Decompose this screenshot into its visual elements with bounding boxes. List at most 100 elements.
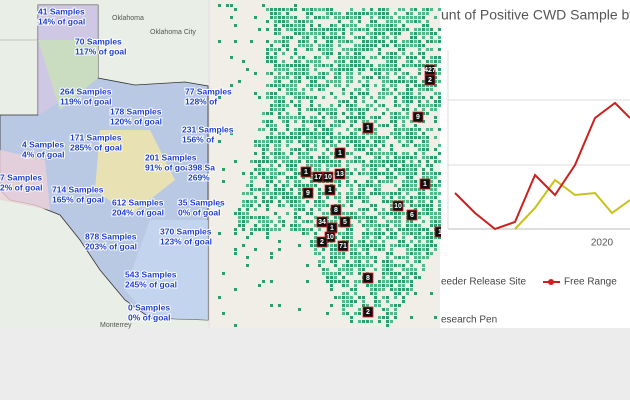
sample-dot	[282, 120, 285, 123]
sample-dot	[418, 144, 421, 147]
sample-dot	[358, 20, 361, 23]
sample-dot	[418, 160, 421, 163]
sample-dot	[286, 104, 289, 107]
sample-dot	[286, 88, 289, 91]
sample-dot	[354, 144, 357, 147]
sample-dot	[406, 72, 409, 75]
sample-dot	[354, 300, 357, 303]
sample-dot	[370, 32, 373, 35]
sample-dot	[382, 140, 385, 143]
sample-dot	[290, 92, 293, 95]
sample-dot	[362, 132, 365, 135]
sample-dot	[250, 204, 253, 207]
sample-label: 120% of goal	[110, 116, 162, 126]
sample-dot	[410, 252, 413, 255]
sample-dot	[334, 276, 337, 279]
sample-dot	[278, 16, 281, 19]
sample-label: 370 Samples	[160, 226, 212, 236]
sample-dot	[298, 140, 301, 143]
sample-dot	[334, 188, 337, 191]
sample-dot	[318, 76, 321, 79]
sample-dot	[418, 44, 421, 47]
sample-dot	[410, 180, 413, 183]
sample-dot	[398, 160, 401, 163]
sample-dot	[314, 80, 317, 83]
sample-dot	[278, 172, 281, 175]
sample-dot	[350, 196, 353, 199]
sample-dot	[434, 64, 437, 67]
sample-dot	[342, 88, 345, 91]
sample-dot	[386, 152, 389, 155]
sample-dot	[394, 244, 397, 247]
sample-dot	[438, 28, 441, 31]
sample-dot	[390, 252, 393, 255]
sample-dot	[410, 60, 413, 63]
sample-dot	[230, 4, 233, 7]
sample-dot	[438, 172, 441, 175]
sample-dot	[278, 104, 281, 107]
sample-dot	[346, 40, 349, 43]
sample-dot	[374, 288, 377, 291]
marker-count: 1	[328, 187, 332, 194]
sample-label: 0% of goal	[128, 312, 171, 322]
sample-dot	[342, 120, 345, 123]
sample-dot	[298, 216, 301, 219]
sample-dot	[382, 288, 385, 291]
sample-dot	[274, 188, 277, 191]
sample-dot	[422, 140, 425, 143]
sample-dot	[294, 52, 297, 55]
sample-dot	[358, 172, 361, 175]
sample-dot	[310, 176, 313, 179]
sample-dot	[314, 96, 317, 99]
sample-dot	[406, 136, 409, 139]
marker-count: 427	[424, 67, 436, 74]
sample-dot	[418, 52, 421, 55]
sample-dot	[254, 144, 257, 147]
sample-dot	[414, 248, 417, 251]
sample-dot	[374, 256, 377, 259]
sample-dot	[354, 168, 357, 171]
sample-dot	[422, 132, 425, 135]
sample-dot	[266, 156, 269, 159]
sample-dot	[314, 108, 317, 111]
sample-dot	[390, 176, 393, 179]
sample-dot	[234, 212, 237, 215]
sample-dot	[342, 100, 345, 103]
sample-dot	[346, 196, 349, 199]
sample-dot	[390, 52, 393, 55]
sample-dot	[322, 116, 325, 119]
sample-dot	[370, 256, 373, 259]
sample-dot	[354, 180, 357, 183]
sample-dot	[350, 48, 353, 51]
sample-dot	[258, 216, 261, 219]
sample-dot	[390, 144, 393, 147]
sample-dot	[338, 76, 341, 79]
sample-dot	[302, 28, 305, 31]
sample-dot	[422, 156, 425, 159]
sample-dot	[382, 68, 385, 71]
sample-dot	[326, 128, 329, 131]
sample-dot	[274, 196, 277, 199]
sample-dot	[286, 116, 289, 119]
sample-dot	[378, 244, 381, 247]
sample-dot	[302, 176, 305, 179]
sample-dot	[262, 160, 265, 163]
sample-dot	[266, 72, 269, 75]
sample-dot	[390, 264, 393, 267]
sample-dot	[374, 248, 377, 251]
sample-dot	[298, 96, 301, 99]
sample-dot	[322, 16, 325, 19]
sample-dot	[374, 292, 377, 295]
sample-dot	[402, 284, 405, 287]
sample-dot	[414, 8, 417, 11]
sample-dot	[298, 148, 301, 151]
sample-dot	[310, 156, 313, 159]
sample-dot	[386, 280, 389, 283]
sample-dot	[358, 148, 361, 151]
sample-dot	[218, 140, 221, 143]
sample-dot	[366, 256, 369, 259]
sample-dot	[278, 136, 281, 139]
sample-dot	[330, 52, 333, 55]
sample-dot	[350, 228, 353, 231]
sample-dot	[350, 56, 353, 59]
